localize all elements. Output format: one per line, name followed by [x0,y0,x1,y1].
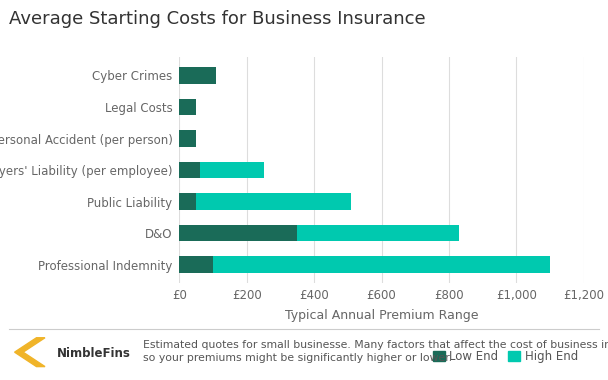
Text: Estimated quotes for small businesse. Many factors that affect the cost of busin: Estimated quotes for small businesse. Ma… [143,340,608,363]
Bar [179,99,196,115]
Bar [179,67,216,84]
Bar [179,130,196,147]
Polygon shape [15,338,45,367]
Bar [199,162,264,178]
Bar [179,225,297,241]
Bar [179,256,213,273]
X-axis label: Typical Annual Premium Range: Typical Annual Premium Range [285,309,478,321]
Bar [196,193,351,210]
Bar [179,162,199,178]
Legend: Low End, High End: Low End, High End [433,350,578,363]
Bar [213,256,550,273]
Bar [297,225,459,241]
Text: Average Starting Costs for Business Insurance: Average Starting Costs for Business Insu… [9,10,426,27]
Text: NimbleFins: NimbleFins [57,347,131,360]
Bar [179,193,196,210]
